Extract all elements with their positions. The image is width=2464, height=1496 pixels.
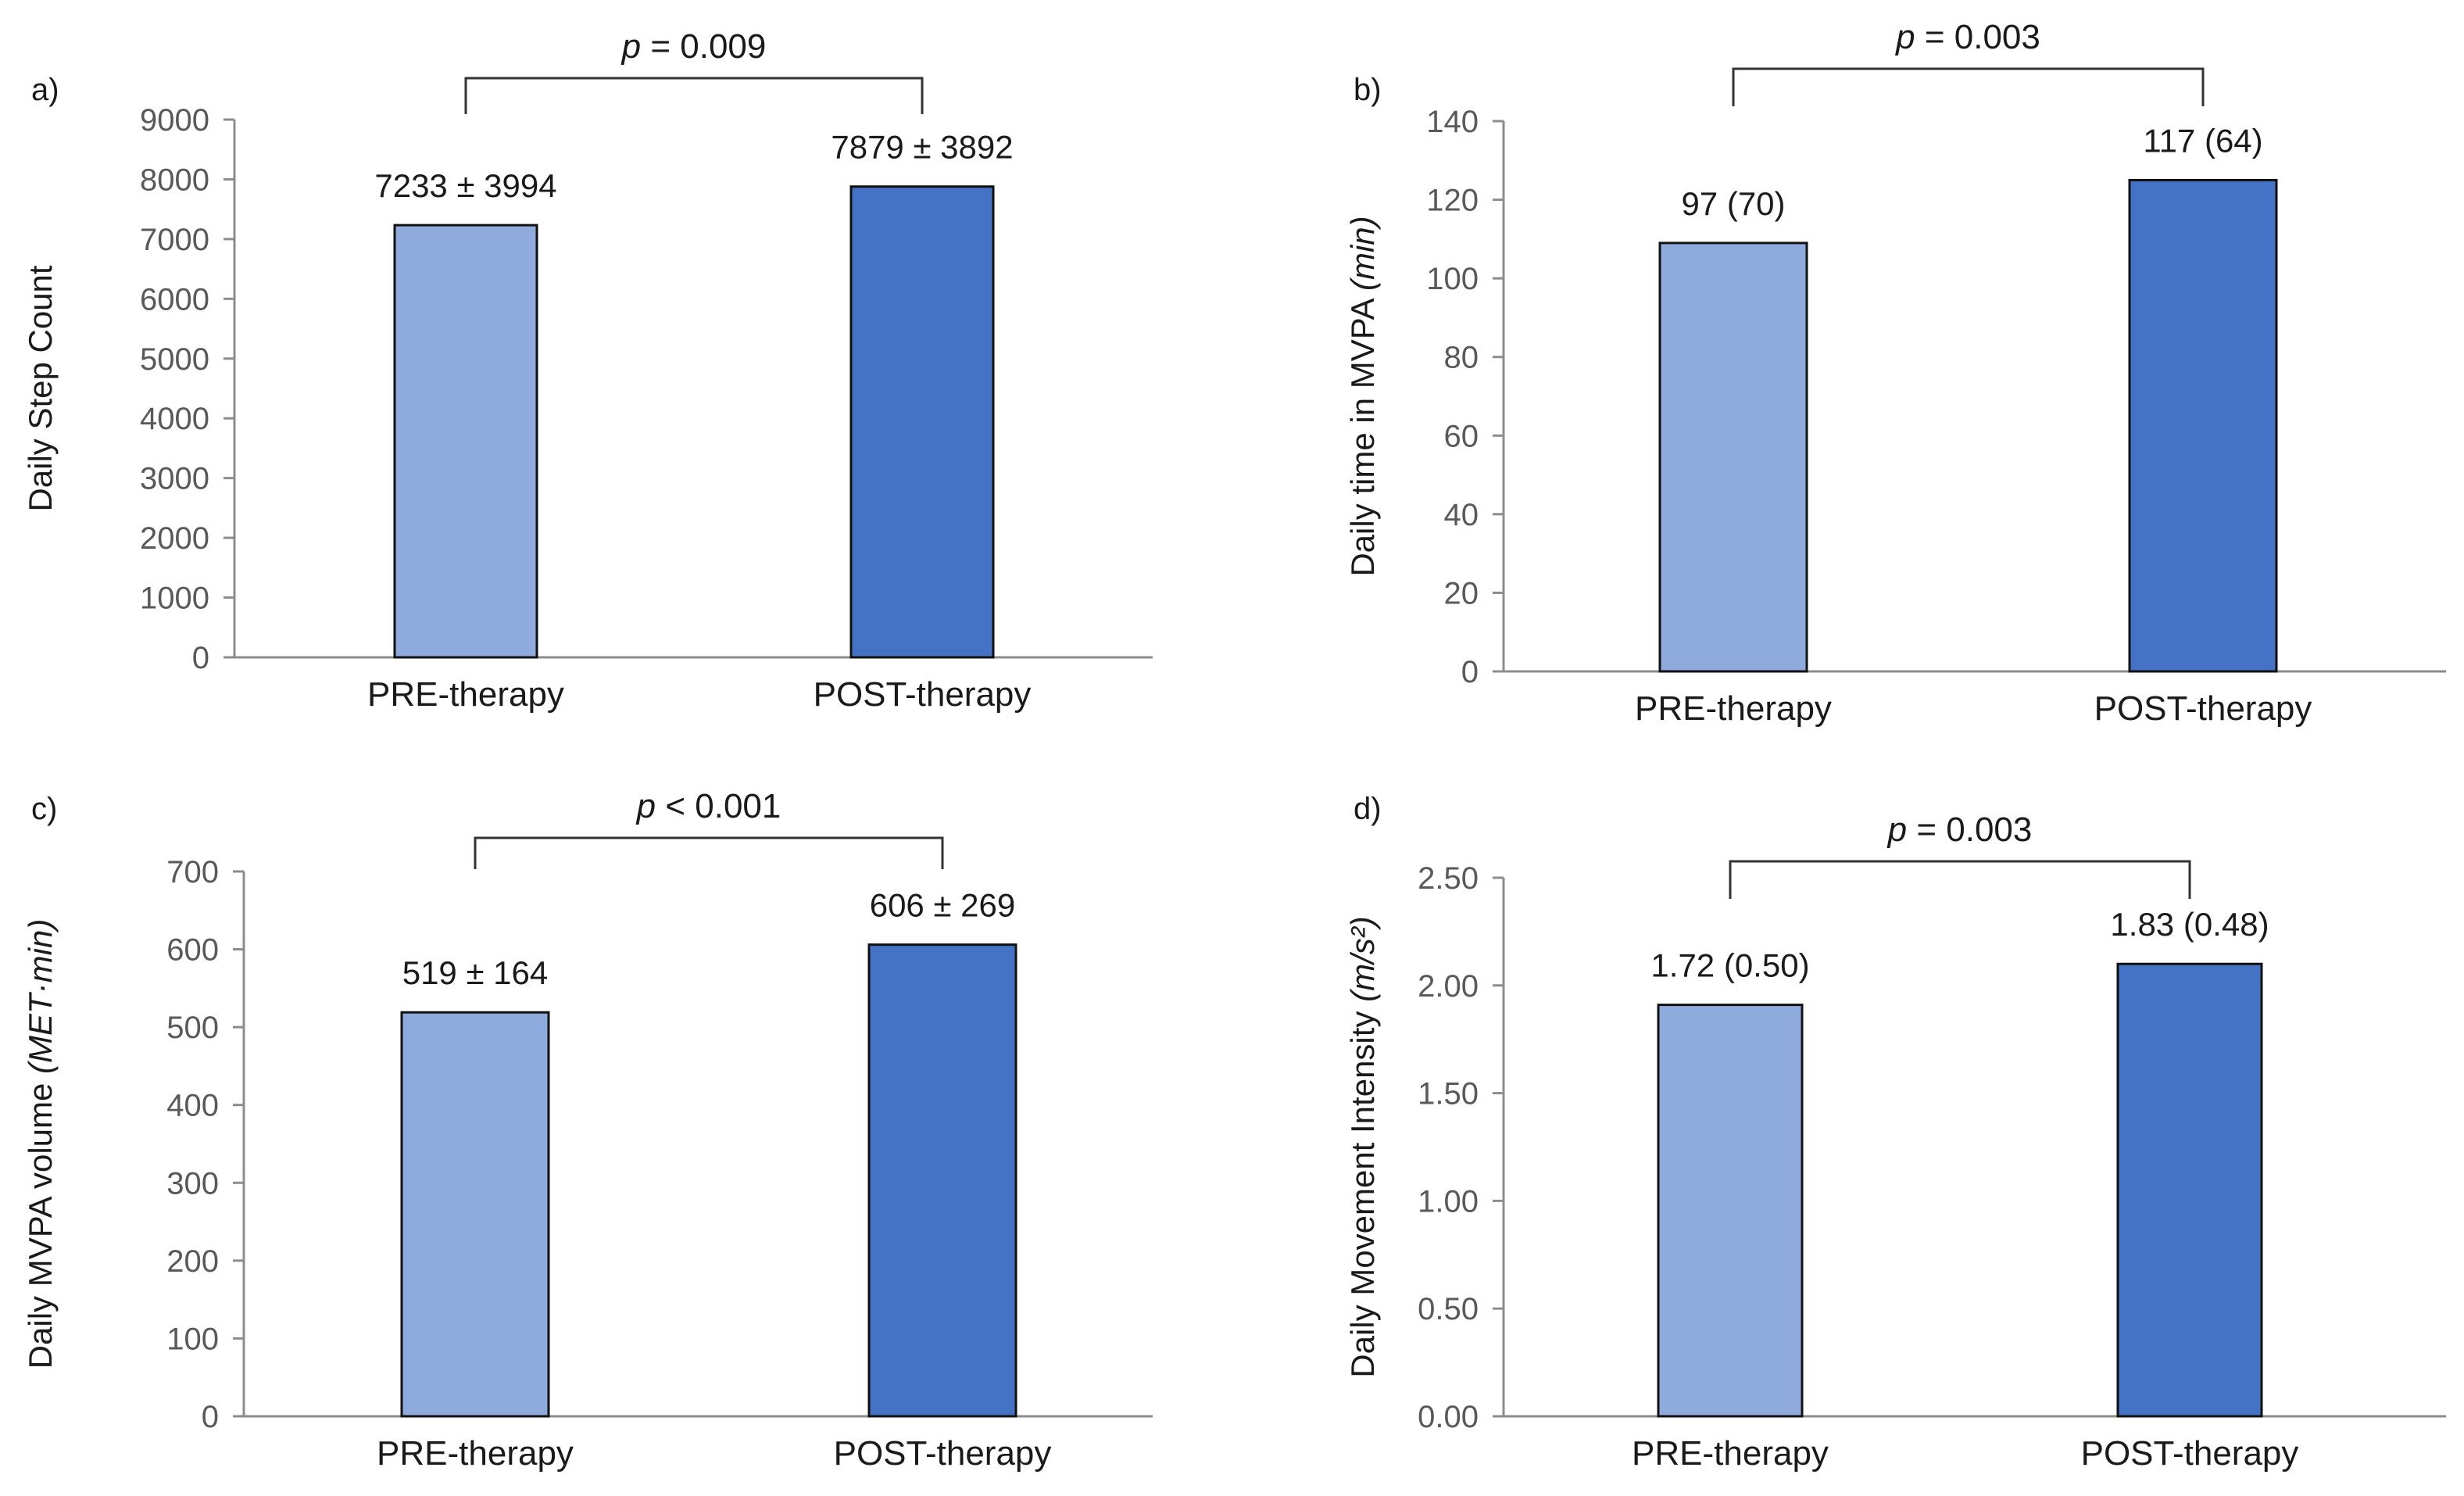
y-tick-label: 300 <box>166 1166 219 1201</box>
y-axis-title: Daily Step Count <box>22 265 59 511</box>
chart-panel-c: c) 0 100 200 300 400 500 600 700 Daily MVPA volum… <box>22 787 1153 1473</box>
chart-panel-a: a) 0 1000 2000 3000 4000 5000 6000 7000 8000 9000 D… <box>22 27 1153 714</box>
bar-pre-therapy <box>1658 242 1808 673</box>
y-axis-title-unit: (MET·min) <box>22 919 59 1074</box>
bar-post-therapy <box>2128 178 2278 673</box>
y-tick-label: 6000 <box>140 282 209 317</box>
p-value: = 0.003 <box>1907 811 2032 849</box>
y-axis-title: Daily Movement Intensity (m/s²) <box>1344 916 1381 1377</box>
p-value-label: p = 0.009 <box>620 27 767 66</box>
bar-data-label: 1.72 (0.50) <box>1650 947 1809 984</box>
panel-label: a) <box>31 73 59 107</box>
p-value-label: p = 0.003 <box>1886 811 2033 849</box>
bar-post-therapy <box>2116 962 2263 1418</box>
y-tick-label: 200 <box>166 1244 219 1279</box>
x-category-label: POST-therapy <box>834 1434 1052 1473</box>
y-axis-title-unit: (min) <box>1344 216 1381 291</box>
y-tick-label: 0 <box>1461 655 1479 689</box>
y-tick-label: 9000 <box>140 103 209 138</box>
significance-bracket <box>1732 67 2205 106</box>
p-value-label: p < 0.001 <box>635 787 781 825</box>
y-tick-label: 2.50 <box>1418 861 1479 896</box>
bar-post-therapy <box>867 943 1017 1418</box>
bar-data-label: 117 (64) <box>2143 122 2262 159</box>
significance-bracket <box>474 836 944 869</box>
y-tick-label: 0 <box>202 1400 219 1434</box>
bar-data-label: 7233 ± 3994 <box>374 167 556 204</box>
p-value: = 0.003 <box>1915 18 2040 56</box>
y-tick-label: 1000 <box>140 582 209 616</box>
p-value: < 0.001 <box>656 787 781 825</box>
x-category-label: PRE-therapy <box>1635 689 1832 728</box>
x-category-label: PRE-therapy <box>377 1434 574 1473</box>
panel-label: d) <box>1354 792 1382 826</box>
y-tick-label: 8000 <box>140 163 209 197</box>
y-tick-label: 0.50 <box>1418 1292 1479 1326</box>
y-tick-label: 400 <box>166 1089 219 1123</box>
significance-bracket <box>1729 860 2191 899</box>
p-symbol: p <box>1894 18 1915 56</box>
y-tick-label: 3000 <box>140 462 209 496</box>
panel-label: b) <box>1354 73 1382 107</box>
y-tick-label: 2000 <box>140 521 209 556</box>
y-tick-label: 5000 <box>140 342 209 377</box>
y-tick-label: 700 <box>166 855 219 889</box>
y-tick-label: 100 <box>166 1322 219 1356</box>
chart-panel-d: d) 0.00 0.50 1.00 1.50 2.00 2.50 Daily Movement… <box>1344 792 2446 1473</box>
p-value: = 0.009 <box>641 27 766 66</box>
x-category-label: PRE-therapy <box>367 675 564 714</box>
y-tick-label: 1.50 <box>1418 1077 1479 1111</box>
x-category-label: POST-therapy <box>814 675 1032 714</box>
bar-pre-therapy <box>1657 1004 1804 1418</box>
p-value-label: p = 0.003 <box>1894 18 2040 56</box>
y-axis-title: Daily time in MVPA (min) <box>1344 216 1381 576</box>
y-tick-label: 60 <box>1444 419 1479 453</box>
y-tick-label: 7000 <box>140 223 209 257</box>
y-tick-label: 0 <box>192 641 209 675</box>
x-category-label: POST-therapy <box>2081 1434 2299 1473</box>
y-tick-label: 4000 <box>140 402 209 436</box>
y-tick-label: 2.00 <box>1418 969 1479 1004</box>
y-axis-title: Daily MVPA volume (MET·min) <box>22 919 59 1369</box>
bar-data-label: 1.83 (0.48) <box>2110 906 2269 943</box>
panel-label: c) <box>31 792 57 826</box>
bar-post-therapy <box>849 185 995 659</box>
bar-data-label: 97 (70) <box>1681 185 1785 222</box>
bar-data-label: 7879 ± 3892 <box>831 129 1013 166</box>
bar-data-label: 519 ± 164 <box>402 954 549 991</box>
y-tick-label: 140 <box>1426 105 1479 139</box>
y-tick-label: 0.00 <box>1418 1400 1479 1434</box>
y-tick-label: 120 <box>1426 184 1479 218</box>
bar-data-label: 606 ± 269 <box>870 887 1016 924</box>
bar-pre-therapy <box>400 1011 550 1418</box>
p-symbol: p <box>635 787 656 825</box>
p-symbol: p <box>1886 811 1907 849</box>
p-symbol: p <box>620 27 641 66</box>
y-tick-label: 40 <box>1444 498 1479 532</box>
y-tick-label: 500 <box>166 1011 219 1045</box>
significance-bracket <box>464 77 924 114</box>
y-tick-label: 1.00 <box>1418 1184 1479 1219</box>
y-tick-label: 100 <box>1426 262 1479 296</box>
bar-pre-therapy <box>393 224 538 659</box>
chart-panel-b: b) 0 20 40 60 80 100 120 140 Daily time in MVPA (… <box>1344 18 2446 728</box>
x-category-label: PRE-therapy <box>1632 1434 1829 1473</box>
y-tick-label: 600 <box>166 933 219 968</box>
x-category-label: POST-therapy <box>2094 689 2312 728</box>
y-tick-label: 20 <box>1444 576 1479 610</box>
y-tick-label: 80 <box>1444 341 1479 375</box>
y-axis-title-unit: (m/s²) <box>1344 916 1381 1002</box>
